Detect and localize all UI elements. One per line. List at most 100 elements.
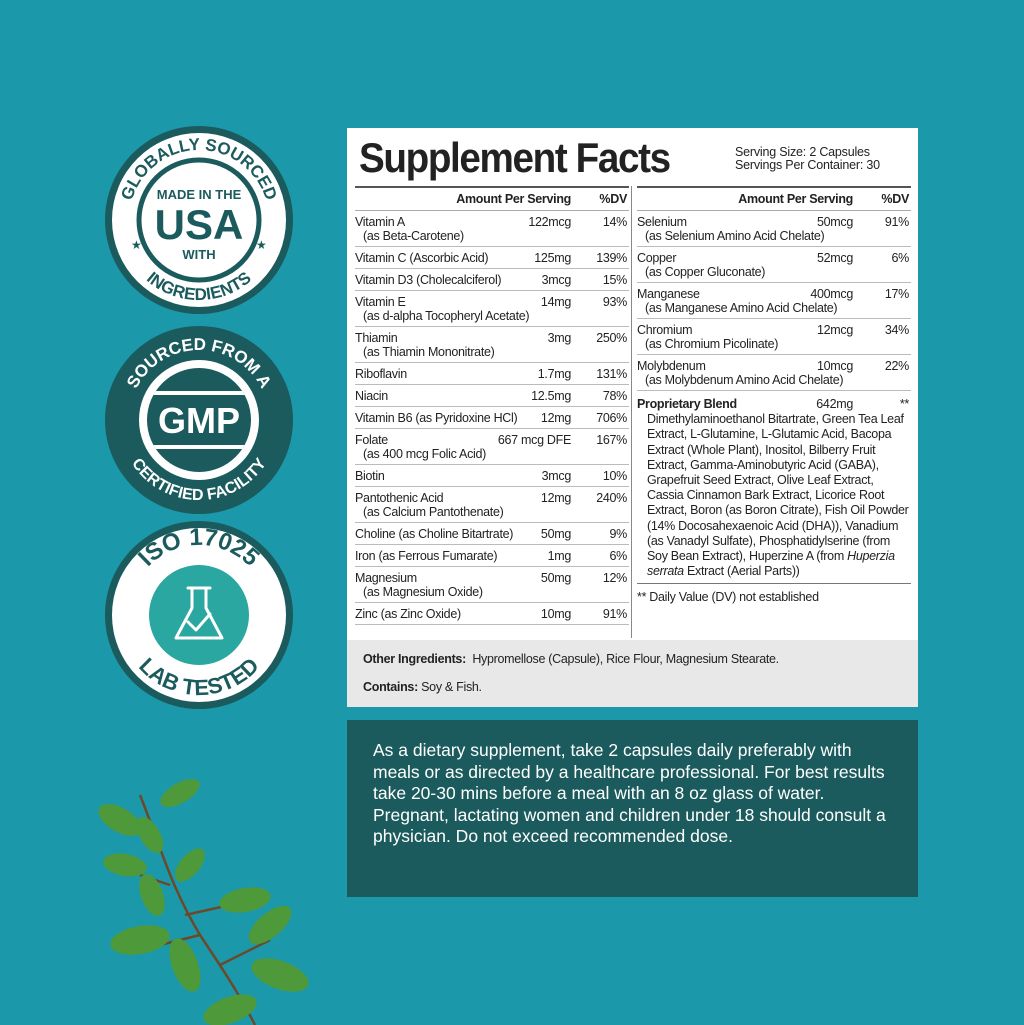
nutrient-name: Thiamin xyxy=(355,331,398,345)
nutrient-row: Biotin 3mcg 10% xyxy=(355,465,629,487)
nutrient-row: Niacin 12.5mg 78% xyxy=(355,385,629,407)
nutrient-amount: 50mcg xyxy=(816,215,853,229)
nutrient-amount: 50mg xyxy=(540,527,571,541)
nutrient-dv: 34% xyxy=(884,323,909,337)
nutrient-name: Vitamin B6 (as Pyridoxine HCl) xyxy=(355,411,518,425)
dv-note: ** Daily Value (DV) not established xyxy=(637,590,819,605)
nutrient-name: Vitamin C (Ascorbic Acid) xyxy=(355,251,489,265)
nutrient-dv: 6% xyxy=(609,549,628,563)
nutrient-dv: 9% xyxy=(609,527,628,541)
badge-line: MADE IN THE xyxy=(157,187,242,202)
nutrient-dv: 10% xyxy=(602,469,627,483)
other-ingredients-section: Other Ingredients: Hypromellose (Capsule… xyxy=(347,640,918,707)
blend-name: Proprietary Blend xyxy=(637,397,737,411)
blend-text: Dimethylaminoethanol Bitartrate, Green T… xyxy=(647,412,909,564)
column-divider xyxy=(631,186,632,638)
badge-gmp: GMP xyxy=(158,400,240,441)
column-header: Amount Per Serving %DV xyxy=(355,188,629,211)
iso-lab-tested-badge: ISO 17025 LAB TESTED xyxy=(105,521,293,709)
nutrient-name: Manganese xyxy=(637,287,700,301)
nutrient-dv: 17% xyxy=(884,287,909,301)
header-amount: Amount Per Serving xyxy=(738,192,853,206)
blend-text-end: Extract (Aerial Parts)) xyxy=(683,564,800,579)
blend-amount: 642mg xyxy=(816,397,853,411)
label-title: Supplement Facts xyxy=(359,134,671,181)
leaves-decoration xyxy=(98,779,309,1025)
nutrient-row: Zinc (as Zinc Oxide) 10mg 91% xyxy=(355,603,629,625)
supplement-facts-label: Supplement Facts Serving Size: 2 Capsule… xyxy=(347,128,918,707)
nutrient-row: Pantothenic Acid (as Calcium Pantothenate… xyxy=(355,487,629,523)
nutrient-amount: 400mcg xyxy=(810,287,853,301)
directions-box: As a dietary supplement, take 2 capsules… xyxy=(347,720,918,897)
blend-italic: Huperzia serrata xyxy=(647,549,895,579)
nutrient-name: Riboflavin xyxy=(355,367,407,381)
nutrient-amount: 10mcg xyxy=(816,359,853,373)
badge-line: WITH xyxy=(182,247,215,262)
nutrient-row: Molybdenum (as Molybdenum Amino Acid Chel… xyxy=(637,355,911,391)
nutrient-amount: 1.7mg xyxy=(537,367,572,381)
nutrient-name: Magnesium xyxy=(355,571,417,585)
star-icon: ★ xyxy=(131,238,142,252)
nutrient-amount: 122mcg xyxy=(528,215,571,229)
nutrient-source: (as Beta-Carotene) xyxy=(363,229,464,243)
nutrient-dv: 6% xyxy=(891,251,910,265)
star-icon: ★ xyxy=(256,238,267,252)
nutrient-source: (as Chromium Picolinate) xyxy=(645,337,779,351)
nutrient-source: (as d-alpha Tocopheryl Acetate) xyxy=(363,309,530,323)
nutrient-amount: 52mcg xyxy=(816,251,853,265)
nutrient-row: Manganese (as Manganese Amino Acid Chelat… xyxy=(637,283,911,319)
nutrient-row: Magnesium (as Magnesium Oxide) 50mg 12% xyxy=(355,567,629,603)
nutrient-dv: 167% xyxy=(596,433,627,447)
nutrient-amount: 1mg xyxy=(547,549,572,563)
nutrient-name: Vitamin E xyxy=(355,295,406,309)
nutrient-source: (as Copper Gluconate) xyxy=(645,265,766,279)
flask-check-icon xyxy=(174,586,224,640)
nutrient-dv: 91% xyxy=(602,607,627,621)
nutrient-dv: 93% xyxy=(602,295,627,309)
nutrient-amount: 3mcg xyxy=(541,273,572,287)
nutrient-name: Choline (as Choline Bitartrate) xyxy=(355,527,514,541)
nutrient-row: Vitamin D3 (Cholecalciferol) 3mcg 15% xyxy=(355,269,629,291)
header-amount: Amount Per Serving xyxy=(456,192,571,206)
nutrient-name: Chromium xyxy=(637,323,693,337)
nutrient-amount: 50mg xyxy=(540,571,571,585)
nutrient-amount: 125mg xyxy=(534,251,571,265)
nutrient-source: (as 400 mcg Folic Acid) xyxy=(363,447,487,461)
contains-value: Soy & Fish. xyxy=(421,680,482,694)
header-dv: %DV xyxy=(599,192,627,206)
nutrient-source: (as Molybdenum Amino Acid Chelate) xyxy=(645,373,844,387)
nutrient-amount: 3mg xyxy=(547,331,572,345)
left-column: Amount Per Serving %DV Vitamin A (as Beta… xyxy=(355,186,629,625)
nutrient-name: Niacin xyxy=(355,389,388,403)
serving-size: Serving Size: 2 Capsules xyxy=(735,145,870,159)
nutrient-name: Molybdenum xyxy=(637,359,706,373)
nutrient-dv: 139% xyxy=(596,251,627,265)
right-column: Amount Per Serving %DV Selenium (as Selen… xyxy=(637,186,911,604)
nutrient-row: Riboflavin 1.7mg 131% xyxy=(355,363,629,385)
nutrient-source: (as Manganese Amino Acid Chelate) xyxy=(645,301,838,315)
nutrient-name: Folate xyxy=(355,433,388,447)
nutrient-source: (as Selenium Amino Acid Chelate) xyxy=(645,229,825,243)
badge-usa: USA xyxy=(155,201,244,248)
contains-label: Contains: xyxy=(363,680,418,694)
nutrient-dv: 131% xyxy=(596,367,627,381)
nutrient-amount: 10mg xyxy=(540,607,571,621)
header-dv: %DV xyxy=(881,192,909,206)
nutrient-row: Vitamin A (as Beta-Carotene) 122mcg 14% xyxy=(355,211,629,247)
nutrient-row: Choline (as Choline Bitartrate) 50mg 9% xyxy=(355,523,629,545)
nutrient-amount: 12.5mg xyxy=(531,389,571,403)
nutrient-row: Vitamin E (as d-alpha Tocopheryl Acetate)… xyxy=(355,291,629,327)
nutrient-name: Biotin xyxy=(355,469,385,483)
other-label: Other Ingredients: xyxy=(363,652,466,666)
blend-dv: ** xyxy=(899,397,909,411)
nutrient-name: Iron (as Ferrous Fumarate) xyxy=(355,549,498,563)
nutrient-row: Chromium (as Chromium Picolinate) 12mcg 34% xyxy=(637,319,911,355)
nutrient-row: Selenium (as Selenium Amino Acid Chelate)… xyxy=(637,211,911,247)
nutrient-row: Copper (as Copper Gluconate) 52mcg 6% xyxy=(637,247,911,283)
nutrient-row: Thiamin (as Thiamin Mononitrate) 3mg 250% xyxy=(355,327,629,363)
nutrient-source: (as Magnesium Oxide) xyxy=(363,585,483,599)
nutrient-dv: 12% xyxy=(602,571,627,585)
nutrient-amount: 667 mcg DFE xyxy=(497,433,571,447)
nutrient-amount: 12mg xyxy=(540,411,571,425)
contains: Contains: Soy & Fish. xyxy=(363,680,482,694)
